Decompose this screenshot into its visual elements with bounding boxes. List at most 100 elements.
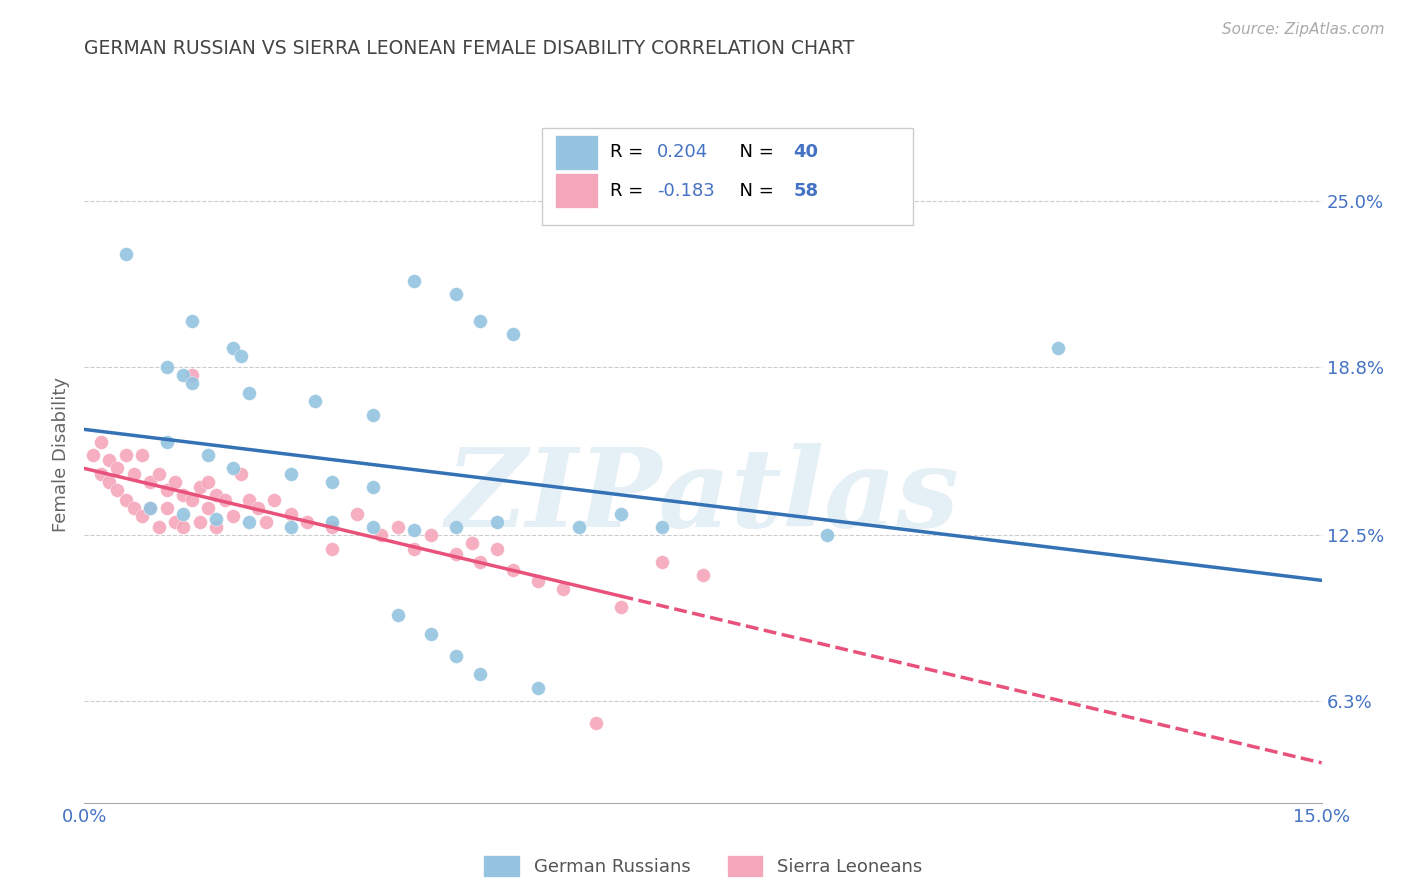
Point <box>485 515 508 529</box>
Point <box>585 715 607 730</box>
Point <box>139 475 162 489</box>
Point <box>461 536 484 550</box>
Point <box>1046 341 1069 355</box>
Point <box>609 600 631 615</box>
Point <box>205 512 228 526</box>
Point <box>419 627 441 641</box>
Point <box>188 480 211 494</box>
Point <box>370 528 392 542</box>
Point <box>90 467 112 481</box>
Point <box>304 394 326 409</box>
Point <box>156 501 179 516</box>
Y-axis label: Female Disability: Female Disability <box>52 377 70 533</box>
Point <box>444 648 467 663</box>
Point <box>361 520 384 534</box>
Text: R =: R = <box>610 182 650 200</box>
Point <box>404 523 426 537</box>
Point <box>180 368 202 382</box>
Point <box>321 520 343 534</box>
Point <box>238 493 260 508</box>
Point <box>165 515 187 529</box>
Point <box>609 507 631 521</box>
Point <box>222 341 245 355</box>
Point <box>180 376 202 390</box>
Point <box>568 520 591 534</box>
Point <box>172 488 194 502</box>
Point <box>527 681 550 695</box>
Point <box>346 507 368 521</box>
Point <box>105 461 128 475</box>
Point <box>321 541 343 556</box>
Point <box>651 520 673 534</box>
Point <box>148 520 170 534</box>
Point <box>485 541 508 556</box>
Point <box>387 608 409 623</box>
Point <box>82 448 104 462</box>
Point <box>470 314 492 328</box>
Point <box>148 467 170 481</box>
Point <box>222 461 245 475</box>
Point <box>295 515 318 529</box>
Point <box>444 520 467 534</box>
Point <box>254 515 277 529</box>
Text: R =: R = <box>610 144 650 161</box>
Point <box>90 434 112 449</box>
Text: Source: ZipAtlas.com: Source: ZipAtlas.com <box>1222 22 1385 37</box>
Point <box>139 501 162 516</box>
Point <box>114 493 136 508</box>
Point <box>229 349 252 363</box>
Text: -0.183: -0.183 <box>657 182 716 200</box>
Point <box>361 480 384 494</box>
Point <box>444 547 467 561</box>
Point <box>387 520 409 534</box>
Point <box>229 467 252 481</box>
Point <box>280 507 302 521</box>
Bar <box>554 135 598 169</box>
Point <box>205 488 228 502</box>
Point <box>156 359 179 374</box>
Point <box>180 493 202 508</box>
Point <box>156 434 179 449</box>
Point <box>165 475 187 489</box>
Point <box>404 541 426 556</box>
Point <box>197 501 219 516</box>
Point <box>280 520 302 534</box>
Text: 58: 58 <box>793 182 818 200</box>
Point <box>98 475 121 489</box>
Point <box>502 563 524 577</box>
Point <box>172 507 194 521</box>
Text: N =: N = <box>728 144 779 161</box>
Point <box>222 509 245 524</box>
Point <box>404 274 426 288</box>
Point <box>180 314 202 328</box>
Point <box>172 368 194 382</box>
Point <box>131 509 153 524</box>
Point <box>321 515 343 529</box>
Point <box>139 501 162 516</box>
Point <box>205 520 228 534</box>
Point <box>361 408 384 422</box>
Point <box>321 475 343 489</box>
Point <box>114 247 136 261</box>
Point <box>238 515 260 529</box>
Point <box>470 555 492 569</box>
Point <box>238 386 260 401</box>
FancyBboxPatch shape <box>543 128 914 226</box>
Point <box>122 501 145 516</box>
Point <box>98 453 121 467</box>
Point <box>197 448 219 462</box>
Point <box>246 501 269 516</box>
Point <box>263 493 285 508</box>
Point <box>156 483 179 497</box>
Point <box>114 448 136 462</box>
Text: 0.204: 0.204 <box>657 144 709 161</box>
Point <box>105 483 128 497</box>
Point <box>527 574 550 588</box>
Point <box>188 515 211 529</box>
Point <box>651 555 673 569</box>
Point <box>692 568 714 582</box>
Point <box>122 467 145 481</box>
Point <box>172 520 194 534</box>
Point <box>197 475 219 489</box>
Point <box>551 582 574 596</box>
